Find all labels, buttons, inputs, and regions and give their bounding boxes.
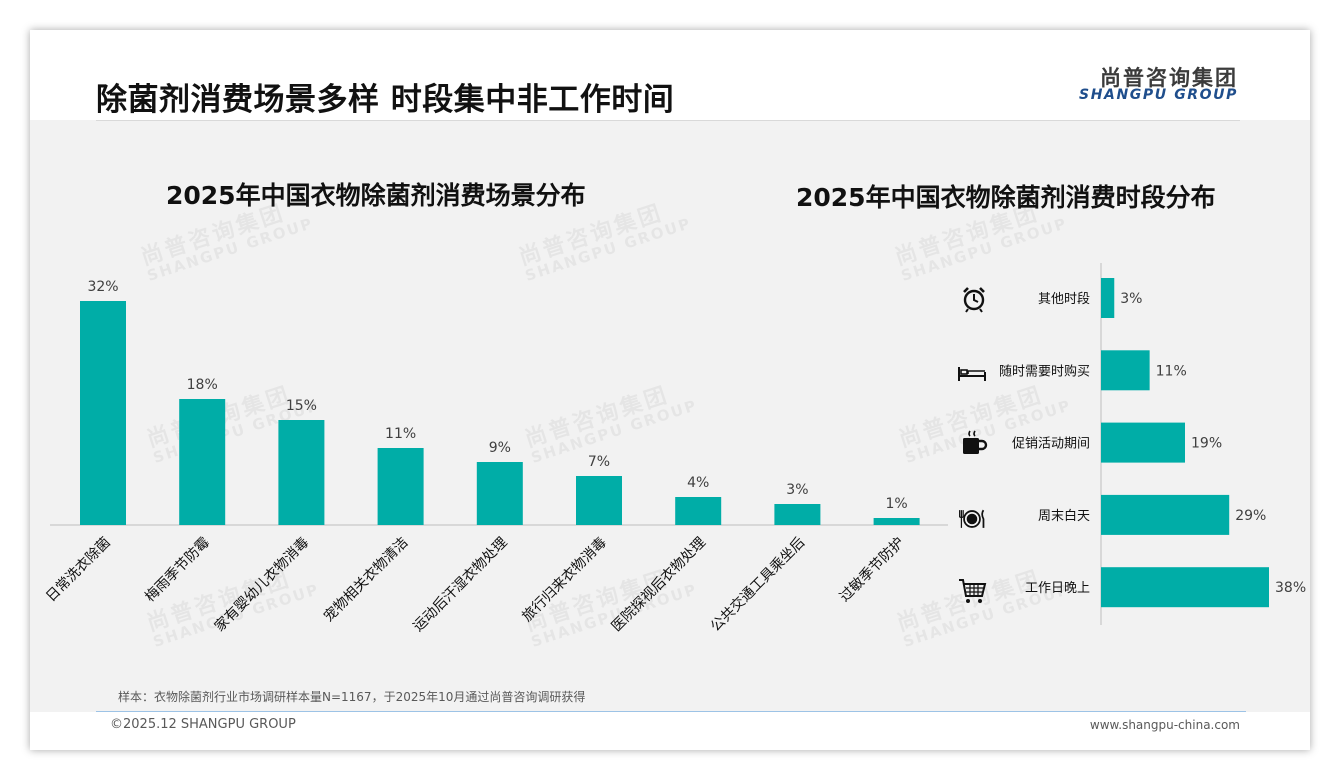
logo-text-cn: 尚普咨询集团 — [1100, 66, 1238, 90]
category-label: 促销活动期间 — [1012, 437, 1090, 452]
bar-data-label: 18% — [187, 377, 218, 393]
coffee-cup-icon — [963, 430, 988, 454]
shopping-cart-icon — [959, 579, 987, 603]
chart-area: 32% 日常洗衣除菌 18% 梅雨季节防霉 15% 家有婴幼儿衣物消毒 11% 宠物相关衣物清… — [43, 263, 1306, 635]
bar — [476, 462, 523, 525]
category-label: 随时需要时购买 — [999, 363, 1090, 379]
bar — [873, 518, 920, 525]
header: 除菌剂消费场景多样 时段集中非工作时间 尚普咨询集团 SHANGPU GROUP — [30, 30, 1310, 121]
category-label: 家有婴幼儿衣物消毒 — [211, 534, 312, 635]
footer — [30, 712, 1310, 750]
bar — [675, 497, 722, 525]
scene-chart-title: 2025年中国衣物除菌剂消费场景分布 — [166, 181, 586, 210]
category-label: 医院探视后衣物处理 — [609, 535, 709, 635]
bar — [576, 476, 622, 525]
category-label: 旅行归来衣物消毒 — [519, 534, 610, 625]
category-label: 宠物相关衣物清洁 — [321, 535, 412, 626]
header-divider — [96, 120, 1240, 121]
bar-data-label: 7% — [588, 454, 610, 470]
bar — [179, 399, 226, 525]
website-link[interactable]: www.shangpu-china.com — [1089, 718, 1240, 732]
slide: 除菌剂消费场景多样 时段集中非工作时间 尚普咨询集团 SHANGPU GROUP… — [30, 30, 1310, 750]
bar-data-label: 38% — [1275, 580, 1306, 596]
copyright-text: ©2025.12 SHANGPU GROUP — [110, 717, 296, 732]
alarm-clock-icon — [963, 287, 985, 313]
bar — [1101, 422, 1185, 463]
category-label: 日常洗衣除菌 — [43, 535, 114, 606]
category-label: 周末白天 — [1038, 508, 1090, 524]
category-label: 过敏季节防护 — [837, 535, 908, 606]
category-label: 其他时段 — [1038, 292, 1090, 307]
bar — [774, 504, 821, 525]
bar — [1101, 494, 1230, 535]
sample-note: 样本：衣物除菌剂行业市场调研样本量N=1167，于2025年10月通过尚普咨询调… — [118, 690, 586, 704]
bar — [278, 420, 325, 525]
period-bar-chart: 3% 其他时段 11% 随时需要时购买 19% 促销活动期间 29% 周末白天 38% 工作日晚上 — [999, 263, 1306, 625]
bar-data-label: 11% — [1156, 363, 1187, 379]
period-chart-title: 2025年中国衣物除菌剂消费时段分布 — [796, 183, 1216, 212]
bar-data-label: 19% — [1191, 436, 1222, 452]
bed-icon — [958, 367, 986, 381]
dining-plate-icon — [959, 509, 985, 528]
bar-data-label: 3% — [786, 482, 808, 498]
category-label: 工作日晚上 — [1025, 581, 1090, 596]
bar-data-label: 3% — [1120, 291, 1142, 307]
logo-text-en: SHANGPU GROUP — [1079, 87, 1238, 103]
bar-data-label: 11% — [385, 426, 416, 442]
bar — [377, 448, 424, 525]
bar-data-label: 32% — [87, 279, 118, 295]
bar-data-label: 9% — [489, 440, 511, 456]
bar — [1101, 350, 1150, 391]
bar — [1101, 278, 1115, 318]
category-label: 梅雨季节防霉 — [142, 535, 213, 606]
bar-data-label: 29% — [1235, 508, 1266, 524]
scene-bar-chart: 32% 日常洗衣除菌 18% 梅雨季节防霉 15% 家有婴幼儿衣物消毒 11% 宠物相关衣物清… — [43, 279, 948, 635]
page-title: 除菌剂消费场景多样 时段集中非工作时间 — [96, 82, 675, 118]
bar-data-label: 15% — [286, 398, 317, 414]
footer-divider — [96, 711, 1246, 712]
category-label: 公共交通工具乘坐后 — [707, 534, 808, 635]
bar — [80, 301, 126, 525]
category-label: 运动后汗湿衣物处理 — [410, 535, 510, 635]
bar-data-label: 4% — [687, 475, 709, 491]
bar — [1101, 567, 1269, 608]
bar-data-label: 1% — [885, 496, 907, 512]
